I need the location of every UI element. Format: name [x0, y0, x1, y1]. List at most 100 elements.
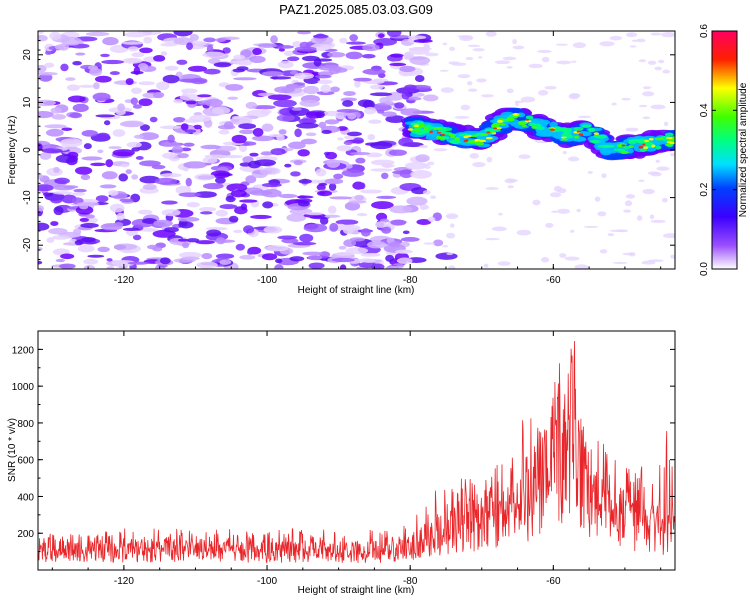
- heatmap-cell: [293, 160, 303, 166]
- heatmap-cell: [252, 127, 264, 137]
- heatmap-cell: [74, 166, 93, 175]
- snr-ylabel: SNR (10 * v/v): [7, 418, 18, 482]
- heatmap-cell: [38, 260, 43, 265]
- heatmap-cell: [593, 132, 600, 136]
- heatmap-cell: [102, 37, 119, 46]
- heatmap-cell: [330, 86, 340, 93]
- heatmap-cell: [650, 219, 666, 223]
- x-tick-label: -120: [114, 576, 134, 587]
- y-tick-label: 1200: [12, 345, 35, 356]
- heatmap-cell: [131, 147, 141, 152]
- heatmap-cell: [449, 139, 461, 145]
- heatmap-cell: [360, 252, 381, 257]
- heatmap-cell: [52, 191, 73, 195]
- heatmap-cell: [560, 138, 569, 141]
- heatmap-cell: [599, 249, 608, 254]
- heatmap-cell: [65, 77, 76, 81]
- heatmap-cell: [215, 237, 226, 245]
- heatmap-cell: [205, 98, 223, 107]
- heatmap-cell: [389, 62, 407, 67]
- heatmap-cell: [406, 96, 422, 101]
- heatmap-cell: [46, 237, 55, 243]
- heatmap-cell: [662, 233, 675, 239]
- heatmap-cell: [278, 48, 285, 52]
- heatmap-cell: [44, 62, 55, 68]
- heatmap-cell: [450, 223, 455, 228]
- heatmap-cell: [92, 92, 111, 102]
- heatmap-cell: [140, 124, 150, 132]
- heatmap-cell: [106, 258, 113, 262]
- heatmap-cell: [261, 182, 282, 188]
- heatmap-cell: [480, 133, 489, 136]
- heatmap-cell: [364, 106, 377, 115]
- heatmap-cell: [162, 152, 176, 159]
- heatmap-cell: [50, 196, 63, 204]
- heatmap-cell: [294, 46, 317, 52]
- heatmap-cell: [648, 138, 654, 141]
- heatmap-cell: [61, 127, 73, 131]
- heatmap-cell: [390, 219, 407, 226]
- heatmap-cell: [358, 258, 376, 263]
- heatmap-cell: [581, 124, 592, 128]
- heatmap-cell: [74, 239, 84, 246]
- heatmap-cell: [99, 184, 117, 189]
- heatmap-cell: [328, 205, 337, 214]
- heatmap-cell: [219, 204, 238, 210]
- heatmap-cell: [178, 192, 202, 198]
- heatmap-cell: [536, 49, 552, 53]
- heatmap-cell: [160, 42, 178, 47]
- heatmap-cell: [316, 90, 335, 96]
- heatmap-cell: [95, 195, 109, 203]
- heatmap-cell: [317, 79, 333, 85]
- heatmap-cell: [336, 108, 359, 113]
- heatmap-cell: [465, 134, 472, 138]
- heatmap-cell: [297, 149, 310, 157]
- heatmap-cell: [651, 144, 656, 148]
- heatmap-cell: [329, 222, 339, 232]
- heatmap-cell: [370, 168, 393, 172]
- heatmap-cell: [381, 111, 397, 117]
- heatmap-cell: [89, 67, 103, 77]
- heatmap-cell: [386, 31, 402, 37]
- x-tick-label: -80: [403, 275, 418, 286]
- heatmap-cell: [549, 192, 562, 198]
- heatmap-cell: [583, 225, 599, 228]
- heatmap-cell: [199, 206, 217, 212]
- heatmap-cell: [445, 213, 459, 220]
- heatmap-cell: [288, 141, 306, 150]
- heatmap-cell: [270, 35, 278, 44]
- heatmap-cell: [371, 201, 394, 210]
- heatmap-cell: [58, 43, 70, 51]
- heatmap-cell: [624, 200, 633, 207]
- heatmap-cell: [228, 215, 239, 223]
- heatmap-cell: [449, 46, 456, 51]
- heatmap-cell: [273, 99, 297, 108]
- heatmap-cell: [573, 131, 578, 134]
- heatmap-cell: [249, 55, 266, 63]
- heatmap-cell: [512, 112, 519, 116]
- heatmap-cell: [551, 210, 559, 213]
- heatmap-cell: [648, 259, 664, 262]
- heatmap-cell: [436, 135, 442, 139]
- heatmap-cell: [408, 46, 430, 55]
- heatmap-cell: [183, 161, 208, 169]
- heatmap-cell: [407, 35, 427, 40]
- heatmap-cell: [312, 34, 329, 39]
- heatmap-cell: [342, 100, 354, 107]
- heatmap-cell: [121, 41, 144, 45]
- heatmap-cell: [362, 99, 375, 109]
- heatmap-cell: [344, 201, 361, 211]
- heatmap-cell: [53, 206, 64, 216]
- heatmap-cell: [496, 120, 504, 123]
- heatmap-cell: [345, 41, 366, 45]
- heatmap-cell: [442, 42, 448, 46]
- heatmap-cell: [294, 72, 315, 80]
- heatmap-cell: [563, 131, 571, 135]
- heatmap-cell: [81, 156, 103, 161]
- heatmap-cell: [175, 185, 192, 195]
- heatmap-cell: [315, 58, 333, 62]
- heatmap-cell: [245, 101, 258, 110]
- spectrogram-heatmap: [38, 31, 675, 269]
- heatmap-cell: [50, 107, 62, 114]
- heatmap-cell: [77, 84, 97, 88]
